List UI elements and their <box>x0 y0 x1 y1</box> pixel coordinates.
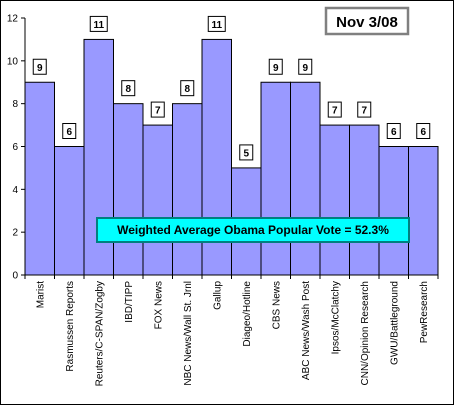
data-label-box <box>32 58 47 75</box>
data-label-box <box>207 15 226 32</box>
y-tick-label: 6 <box>12 142 18 153</box>
data-label-box <box>239 144 254 161</box>
bar <box>378 146 409 276</box>
y-tick-label: 2 <box>12 228 18 239</box>
date-box-frame <box>324 6 410 36</box>
data-label-box <box>150 101 165 118</box>
y-tick-label: 10 <box>7 56 19 67</box>
bar <box>172 103 203 276</box>
bar <box>260 81 291 276</box>
data-label: 11 <box>211 20 222 31</box>
data-label-box <box>89 15 108 32</box>
data-label-box <box>327 101 342 118</box>
annotation-text: Weighted Average Obama Popular Vote = 52… <box>117 223 389 237</box>
category-labels-group: Marist Rasmussen Reports Reuters/C-SPAN/Zo… <box>24 275 439 386</box>
y-tick-label: 12 <box>7 14 19 25</box>
bar <box>290 81 321 276</box>
data-label-box <box>180 80 195 97</box>
y-axis-ticks: 0 2 4 6 8 10 12 <box>7 14 25 282</box>
category-label: Reuters/C-SPAN/Zogby <box>94 281 105 386</box>
category-label: Rasmussen Reports <box>65 281 76 372</box>
data-label: 9 <box>273 63 279 74</box>
data-label-box <box>268 58 283 75</box>
data-label-box <box>386 123 401 139</box>
data-label-box <box>298 58 313 75</box>
category-label: CNN/Opinion Research <box>360 281 371 386</box>
data-label-box <box>357 101 372 118</box>
category-label: Marist <box>35 281 46 308</box>
category-label: Gallup <box>212 281 223 310</box>
bars-group <box>24 38 439 276</box>
date-box-text: Nov 3/08 <box>336 14 398 31</box>
data-label: 7 <box>361 106 367 117</box>
bar <box>113 103 144 276</box>
annotation-box-frame <box>96 217 410 243</box>
data-label-box <box>121 80 136 97</box>
data-label: 7 <box>155 106 161 117</box>
data-label: 8 <box>125 84 131 95</box>
data-label: 6 <box>66 127 72 138</box>
bar <box>24 81 55 276</box>
data-label-box <box>62 123 77 139</box>
y-tick-label: 4 <box>12 185 18 196</box>
data-label: 6 <box>391 127 397 138</box>
date-box: Nov 3/08 <box>324 6 410 36</box>
data-label: 8 <box>184 84 190 95</box>
category-label: ABC News/Wash Post <box>301 281 312 380</box>
data-label: 9 <box>37 63 43 74</box>
bar <box>142 124 173 276</box>
category-label: GWU/Battleground <box>389 281 400 365</box>
category-label: NBC News/Wall St. Jrnl <box>183 281 194 386</box>
data-label: 7 <box>332 106 338 117</box>
data-label: 9 <box>302 63 308 74</box>
y-tick-label: 8 <box>12 99 18 110</box>
bar <box>54 146 85 276</box>
annotation-box: Weighted Average Obama Popular Vote = 52… <box>96 217 410 243</box>
category-label: Ipsos/McClatchy <box>330 281 341 354</box>
category-label: IBD/TIPP <box>124 281 135 323</box>
data-label-box <box>416 123 431 139</box>
data-label: 5 <box>243 148 249 159</box>
y-tick-label: 0 <box>12 271 18 282</box>
data-label: 6 <box>420 127 426 138</box>
category-label: PewResearch <box>419 281 430 343</box>
category-label: FOX News <box>153 281 164 329</box>
data-label: 11 <box>93 20 104 31</box>
category-label: Diageo/Hotline <box>242 281 253 347</box>
bar <box>349 124 380 276</box>
category-label: CBS News <box>271 281 282 329</box>
bar <box>408 146 439 276</box>
data-labels-group: 9 6 11 8 7 8 11 5 9 9 7 7 6 6 <box>32 15 431 161</box>
bar <box>319 124 350 276</box>
